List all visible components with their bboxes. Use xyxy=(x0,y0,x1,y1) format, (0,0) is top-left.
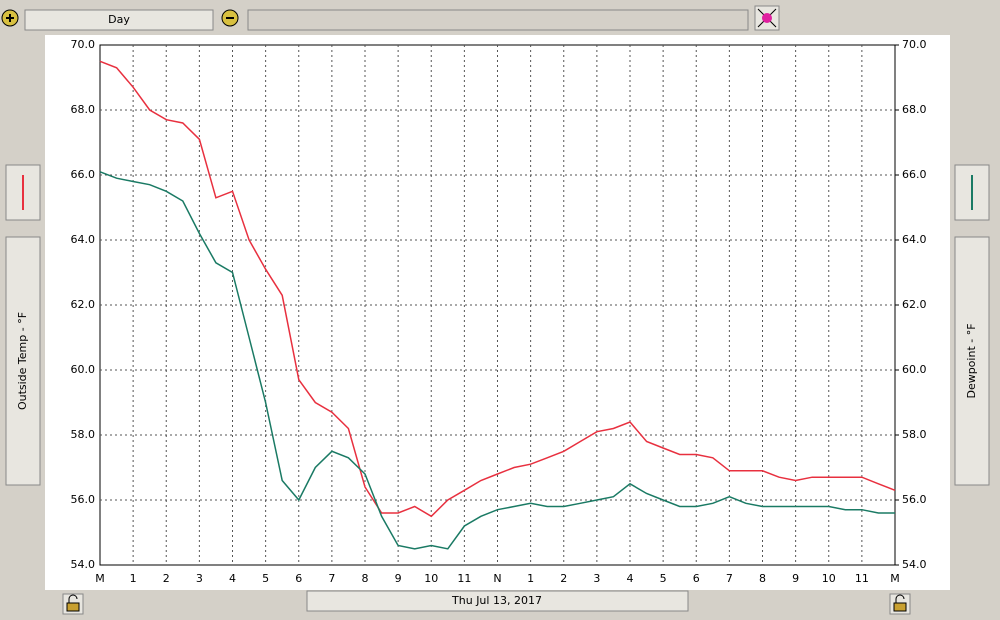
x-tick-label: 2 xyxy=(560,572,567,585)
y2-tick-label: 66.0 xyxy=(902,168,927,181)
y-tick-label: 58.0 xyxy=(71,428,96,441)
series-line xyxy=(99,60,896,518)
x-tick-label: 9 xyxy=(395,572,402,585)
y-axis-label: Outside Temp - °F xyxy=(16,312,29,410)
zoom-out[interactable] xyxy=(221,9,239,27)
x-tick-label: 11 xyxy=(855,572,869,585)
axis-button[interactable] xyxy=(5,236,41,486)
x-tick-label: 1 xyxy=(527,572,534,585)
x-tick-label: 1 xyxy=(130,572,137,585)
y-tick-label: 62.0 xyxy=(71,298,96,311)
y-tick-label: 54.0 xyxy=(71,558,96,571)
y2-tick-label: 62.0 xyxy=(902,298,927,311)
x-tick-label: N xyxy=(493,572,501,585)
chart-area xyxy=(45,35,950,590)
x-tick-label: 4 xyxy=(229,572,236,585)
x-tick-label: 8 xyxy=(759,572,766,585)
lock-button[interactable] xyxy=(62,593,84,615)
x-tick-label: 5 xyxy=(660,572,667,585)
y-tick-label: 60.0 xyxy=(71,363,96,376)
x-tick-label: 3 xyxy=(593,572,600,585)
x-tick-label: 7 xyxy=(328,572,335,585)
status-field xyxy=(247,9,749,31)
x-tick-label: 4 xyxy=(627,572,634,585)
x-tick-label: 10 xyxy=(822,572,836,585)
x-tick-label: 5 xyxy=(262,572,269,585)
y2-tick-label: 70.0 xyxy=(902,38,927,51)
zoom-in[interactable] xyxy=(1,9,19,27)
date-bar xyxy=(306,590,689,612)
erase-button[interactable] xyxy=(754,5,780,31)
y-tick-label: 68.0 xyxy=(71,103,96,116)
y-tick-label: 70.0 xyxy=(71,38,96,51)
x-tick-label: 3 xyxy=(196,572,203,585)
y2-tick-label: 58.0 xyxy=(902,428,927,441)
x-tick-label: M xyxy=(95,572,105,585)
x-tick-label: M xyxy=(890,572,900,585)
y-tick-label: 64.0 xyxy=(71,233,96,246)
y-tick-label: 66.0 xyxy=(71,168,96,181)
x-tick-label: 10 xyxy=(424,572,438,585)
y2-tick-label: 56.0 xyxy=(902,493,927,506)
y2-tick-label: 54.0 xyxy=(902,558,927,571)
period-label: Day xyxy=(108,13,130,26)
x-tick-label: 7 xyxy=(726,572,733,585)
x-tick-label: 2 xyxy=(163,572,170,585)
series-line xyxy=(99,171,895,550)
y-tick-label: 56.0 xyxy=(71,493,96,506)
lock-button[interactable] xyxy=(889,593,911,615)
axis-button[interactable] xyxy=(954,236,990,486)
x-tick-label: 11 xyxy=(457,572,471,585)
x-tick-label: 6 xyxy=(693,572,700,585)
y2-tick-label: 64.0 xyxy=(902,233,927,246)
x-tick-label: 6 xyxy=(295,572,302,585)
x-tick-label: 9 xyxy=(792,572,799,585)
period-box[interactable] xyxy=(24,9,214,31)
x-tick-label: 8 xyxy=(362,572,369,585)
y2-axis-label: Dewpoint - °F xyxy=(965,323,978,398)
y2-tick-label: 60.0 xyxy=(902,363,927,376)
y2-tick-label: 68.0 xyxy=(902,103,927,116)
x-axis-label: Thu Jul 13, 2017 xyxy=(451,594,542,607)
